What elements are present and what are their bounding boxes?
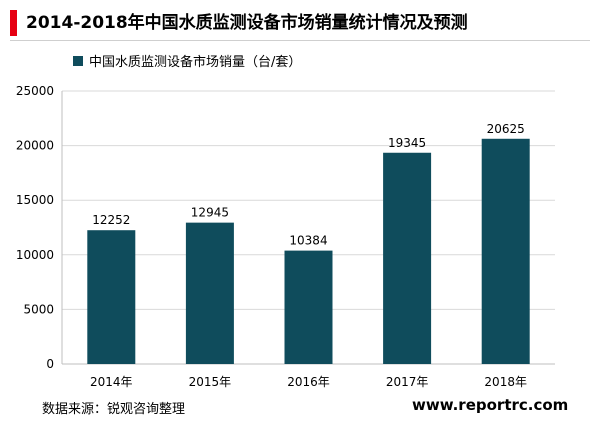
y-tick-label: 20000 bbox=[16, 139, 54, 153]
bar bbox=[284, 250, 333, 364]
x-tick-label: 2018年 bbox=[484, 375, 527, 389]
y-tick-label: 5000 bbox=[23, 302, 54, 316]
data-source-note: 数据来源：锐观咨询整理 bbox=[42, 402, 186, 417]
y-tick-label: 10000 bbox=[16, 248, 54, 262]
legend-label: 中国水质监测设备市场销量（台/套） bbox=[89, 54, 301, 70]
bar bbox=[481, 138, 530, 364]
x-tick-label: 2014年 bbox=[90, 375, 133, 389]
y-tick-label: 25000 bbox=[16, 84, 54, 98]
title-divider bbox=[10, 40, 590, 41]
x-tick-label: 2017年 bbox=[386, 375, 429, 389]
website-url: www.reportrc.com bbox=[412, 396, 569, 414]
title-bar: 2014-2018年中国水质监测设备市场销量统计情况及预测 bbox=[0, 0, 600, 42]
chart-title: 2014-2018年中国水质监测设备市场销量统计情况及预测 bbox=[26, 13, 468, 33]
y-tick-label: 15000 bbox=[16, 193, 54, 207]
legend-swatch bbox=[73, 56, 83, 66]
bar bbox=[185, 222, 234, 364]
bar-value-label: 10384 bbox=[289, 234, 327, 248]
bar-value-label: 12945 bbox=[191, 206, 229, 220]
x-tick-label: 2015年 bbox=[189, 375, 232, 389]
x-tick-label: 2016年 bbox=[287, 375, 330, 389]
y-tick-label: 0 bbox=[46, 357, 54, 371]
title-accent-bar bbox=[10, 10, 17, 36]
bar bbox=[87, 230, 136, 364]
bar-value-label: 19345 bbox=[388, 136, 426, 150]
bar bbox=[383, 152, 432, 364]
bar-value-label: 12252 bbox=[92, 213, 130, 227]
bar-value-label: 20625 bbox=[487, 122, 525, 136]
